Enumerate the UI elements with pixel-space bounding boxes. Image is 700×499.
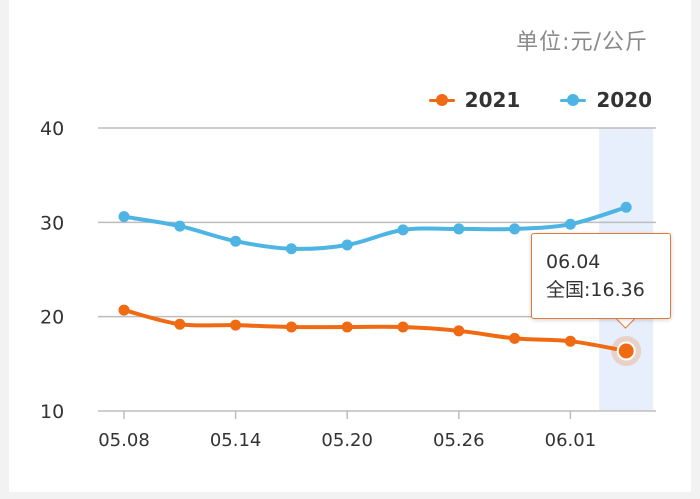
legend: 2021 2020 bbox=[428, 88, 652, 112]
x-tick-label: 05.08 bbox=[98, 430, 150, 451]
legend-label-2020: 2020 bbox=[596, 88, 652, 112]
data-point-2021 bbox=[509, 332, 521, 344]
tooltip-date: 06.04 bbox=[546, 251, 601, 273]
data-point-2021 bbox=[341, 321, 353, 333]
y-tick-label: 20 bbox=[40, 307, 64, 329]
unit-label: 单位:元/公斤 bbox=[516, 30, 648, 55]
data-point-2021 bbox=[453, 325, 465, 337]
legend-item-2020[interactable]: 2020 bbox=[560, 88, 652, 112]
x-tick-label: 05.20 bbox=[321, 430, 373, 451]
y-tick-label: 40 bbox=[40, 118, 64, 140]
legend-swatch-2020 bbox=[560, 94, 587, 106]
x-tick-label: 05.26 bbox=[433, 430, 485, 451]
y-tick-label: 30 bbox=[40, 212, 64, 234]
x-tick-label: 06.01 bbox=[545, 430, 597, 451]
data-point-2020 bbox=[118, 211, 130, 223]
data-point-2020 bbox=[453, 223, 465, 235]
series-line-2020 bbox=[122, 205, 629, 251]
x-tick-label: 05.14 bbox=[210, 430, 262, 451]
data-point-2020 bbox=[341, 239, 353, 251]
data-point-2020 bbox=[174, 220, 186, 232]
tooltip: 06.04 全国:16.36 bbox=[531, 233, 671, 319]
data-point-2021 bbox=[118, 304, 130, 316]
data-point-2020 bbox=[230, 235, 242, 247]
data-point-2020 bbox=[620, 201, 632, 213]
data-point-2020 bbox=[509, 223, 521, 235]
legend-label-2021: 2021 bbox=[464, 88, 521, 112]
data-point-2021 bbox=[564, 335, 576, 347]
data-point-2021 bbox=[397, 321, 409, 333]
highlight-point bbox=[616, 341, 636, 361]
data-point-2021 bbox=[230, 319, 242, 331]
tooltip-value: 全国:16.36 bbox=[546, 279, 645, 301]
legend-swatch-2021 bbox=[428, 94, 455, 106]
data-point-2021 bbox=[174, 318, 186, 330]
data-point-2020 bbox=[564, 218, 576, 230]
series-line-2021 bbox=[122, 308, 629, 354]
legend-item-2021[interactable]: 2021 bbox=[428, 88, 521, 112]
data-point-2020 bbox=[285, 243, 297, 255]
y-tick-label: 10 bbox=[40, 401, 64, 423]
data-point-2021 bbox=[285, 321, 297, 333]
data-point-2020 bbox=[397, 224, 409, 236]
